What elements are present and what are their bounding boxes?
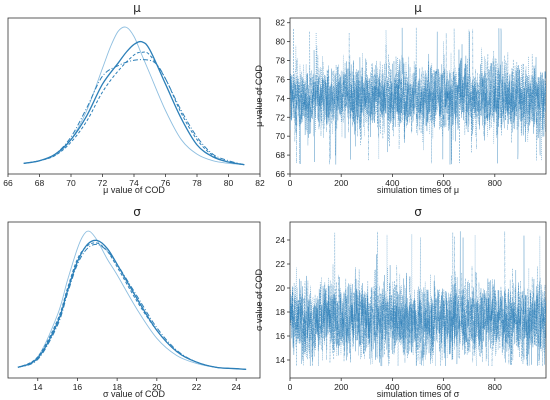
mu-density-title: μ [133, 1, 141, 15]
sigma-trace-chain-4 [289, 231, 546, 367]
sigma-trace-title: σ [414, 205, 422, 219]
sigma-trace-x-tick-label: 0 [288, 382, 293, 392]
mu-density-x-tick-label: 68 [35, 178, 45, 188]
sigma-trace-y-tick-label: 24 [276, 235, 286, 245]
sigma-trace-y-tick-label: 16 [276, 331, 286, 341]
sigma-density-x-tick-label: 22 [192, 382, 202, 392]
sigma-density-x-label: σ value of COD [103, 389, 166, 399]
sigma-density-x-tick-label: 24 [231, 382, 241, 392]
mu-trace-y-tick-label: 76 [276, 74, 286, 84]
mu-trace-y-ticks: 66 68 70 72 74 76 78 80 82 [276, 18, 290, 179]
sigma-trace-frame [289, 221, 547, 379]
sigma-trace-x-tick-label: 800 [488, 382, 502, 392]
mu-density-x-tick-label: 72 [98, 178, 108, 188]
sigma-density-curve-1 [17, 230, 247, 370]
mu-trace-panel: μ 0 200 400 600 800 66 68 70 72 74 76 78 80 82 simul… [254, 1, 547, 195]
mu-trace-x-ticks: 0 200 400 600 800 [288, 174, 502, 188]
mu-trace-x-label: simulation times of μ [377, 185, 459, 195]
mu-trace-title: μ [414, 1, 422, 15]
sigma-density-x-tick-label: 16 [73, 382, 83, 392]
mu-density-curve-2 [23, 40, 245, 166]
mu-density-frame [7, 17, 261, 175]
mu-density-panel: μ 66 68 70 72 74 76 78 80 82 μ value of COD [3, 1, 265, 195]
mu-trace-y-tick-label: 66 [276, 169, 286, 179]
sigma-trace-x-tick-label: 600 [437, 382, 451, 392]
mu-density-x-tick-label: 78 [192, 178, 202, 188]
mu-trace-y-tick-label: 74 [276, 93, 286, 103]
mu-trace-chain-2 [289, 27, 546, 164]
mu-trace-chain-4 [289, 28, 546, 165]
sigma-density-curve-3 [17, 242, 247, 370]
sigma-density-curve-4 [17, 243, 247, 370]
mu-density-x-tick-label: 82 [255, 178, 265, 188]
mu-density-x-tick-label: 74 [129, 178, 139, 188]
mu-density-x-tick-label: 76 [161, 178, 171, 188]
mu-density-curves [23, 26, 245, 166]
sigma-trace-x-tick-label: 400 [385, 382, 399, 392]
mu-trace-x-tick-label: 200 [334, 178, 348, 188]
sigma-trace-y-ticks: 14 16 18 20 22 24 [276, 235, 290, 365]
sigma-density-x-tick-label: 18 [112, 382, 122, 392]
mu-density-curve-1 [23, 26, 245, 166]
mu-trace-y-tick-label: 68 [276, 150, 286, 160]
sigma-trace-y-tick-label: 14 [276, 355, 286, 365]
mu-trace-y-label: μ value of COD [254, 65, 264, 127]
mu-density-x-label: μ value of COD [103, 185, 165, 195]
mu-trace-x-tick-label: 400 [385, 178, 399, 188]
mu-trace-x-tick-label: 600 [437, 178, 451, 188]
sigma-density-x-tick-label: 14 [33, 382, 43, 392]
mu-density-curve-3 [23, 51, 245, 166]
mu-trace-y-tick-label: 82 [276, 18, 286, 28]
sigma-trace-y-tick-label: 20 [276, 283, 286, 293]
mu-trace-lines [289, 27, 546, 165]
sigma-trace-x-label: simulation times of σ [377, 389, 460, 399]
sigma-density-curve-2 [17, 239, 247, 370]
sigma-density-frame [7, 221, 261, 379]
sigma-density-x-tick-label: 20 [152, 382, 162, 392]
mu-density-x-tick-label: 80 [224, 178, 234, 188]
mu-trace-chain-3 [289, 29, 546, 161]
sigma-density-x-ticks: 14 16 18 20 22 24 [33, 378, 241, 392]
sigma-trace-y-label: σ value of COD [254, 268, 264, 331]
mu-trace-y-tick-label: 78 [276, 56, 286, 66]
mu-density-curve-4 [23, 59, 245, 166]
mu-trace-y-tick-label: 70 [276, 131, 286, 141]
sigma-trace-lines [289, 231, 546, 367]
sigma-trace-panel: σ 0 200 400 600 800 14 16 18 20 22 24 simulation … [254, 205, 547, 399]
sigma-trace-chain-2 [289, 232, 546, 367]
sigma-trace-x-tick-label: 200 [334, 382, 348, 392]
mu-trace-x-tick-label: 800 [488, 178, 502, 188]
mu-trace-x-tick-label: 0 [288, 178, 293, 188]
sigma-density-curves [17, 230, 247, 370]
mu-trace-y-tick-label: 80 [276, 37, 286, 47]
sigma-trace-y-tick-label: 18 [276, 307, 286, 317]
mu-density-x-tick-label: 66 [3, 178, 13, 188]
sigma-density-panel: σ 14 16 18 20 22 24 σ value of COD [7, 205, 261, 399]
mu-trace-y-tick-label: 72 [276, 112, 286, 122]
mu-density-x-ticks: 66 68 70 72 74 76 78 80 82 [3, 174, 265, 188]
sigma-trace-y-tick-label: 22 [276, 259, 286, 269]
sigma-density-title: σ [133, 205, 141, 219]
sigma-trace-x-ticks: 0 200 400 600 800 [288, 378, 502, 392]
mu-density-x-tick-label: 70 [66, 178, 76, 188]
